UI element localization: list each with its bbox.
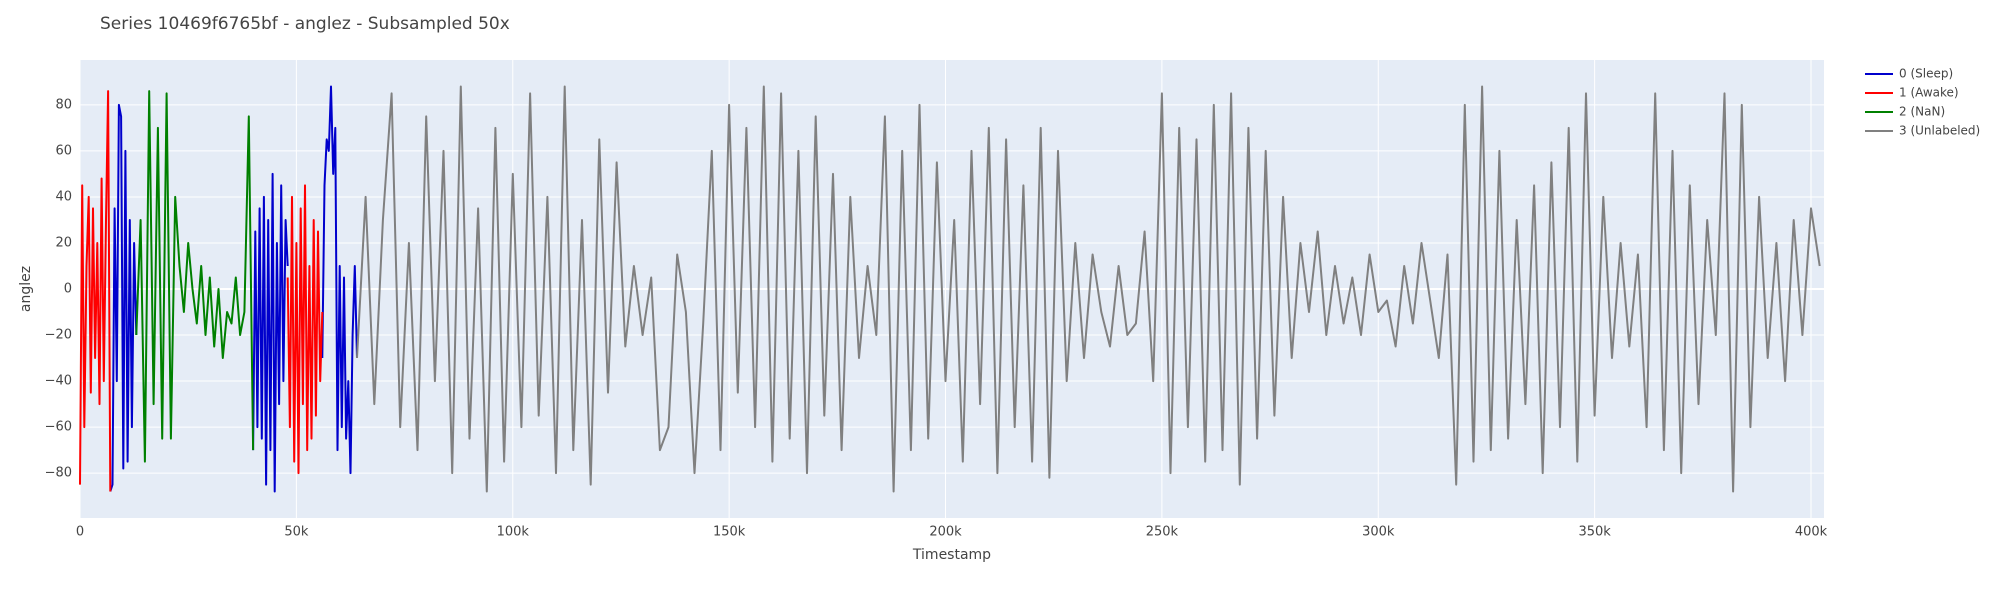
x-tick-label: 0 [76,525,84,540]
legend: 0 (Sleep) 1 (Awake) 2 (NaN) 3 (Unlabeled) [1865,67,1980,138]
labels: −80 −60 −40 −20 0 20 40 60 80 0 50k 100k 150k 200k 250… [45,97,1828,539]
y-tick-label: 40 [55,189,72,204]
y-tick-label: −40 [45,374,72,389]
x-tick-label: 50k [284,525,309,540]
chart-title: Series 10469f6765bf - anglez - Subsample… [100,14,510,34]
series-line [79,90,324,492]
y-tick-label: −80 [45,466,72,481]
y-tick-label: 80 [55,97,72,112]
series-line [109,85,358,493]
series-line [135,90,255,463]
x-tick-label: 200k [929,525,962,540]
y-tick-label: −60 [45,420,72,435]
y-tick-label: 20 [55,235,72,250]
x-tick-label: 300k [1362,525,1395,540]
x-tick-label: 100k [497,525,530,540]
legend-label[interactable]: 2 (NaN) [1899,105,1945,119]
x-axis-title: Timestamp [912,547,991,563]
y-tick-label: −20 [45,328,72,343]
y-tick-label: 60 [55,143,72,158]
y-axis-title: anglez [18,266,34,312]
legend-label[interactable]: 3 (Unlabeled) [1899,124,1980,138]
y-tick-label: 0 [64,282,72,297]
x-tick-label: 350k [1578,525,1611,540]
x-tick-label: 400k [1795,525,1828,540]
x-tick-label: 150k [713,525,746,540]
x-tick-label: 250k [1146,525,1179,540]
legend-label[interactable]: 1 (Awake) [1899,86,1959,100]
legend-label[interactable]: 0 (Sleep) [1899,67,1953,81]
lines [79,85,1821,493]
series-line [356,85,1821,493]
